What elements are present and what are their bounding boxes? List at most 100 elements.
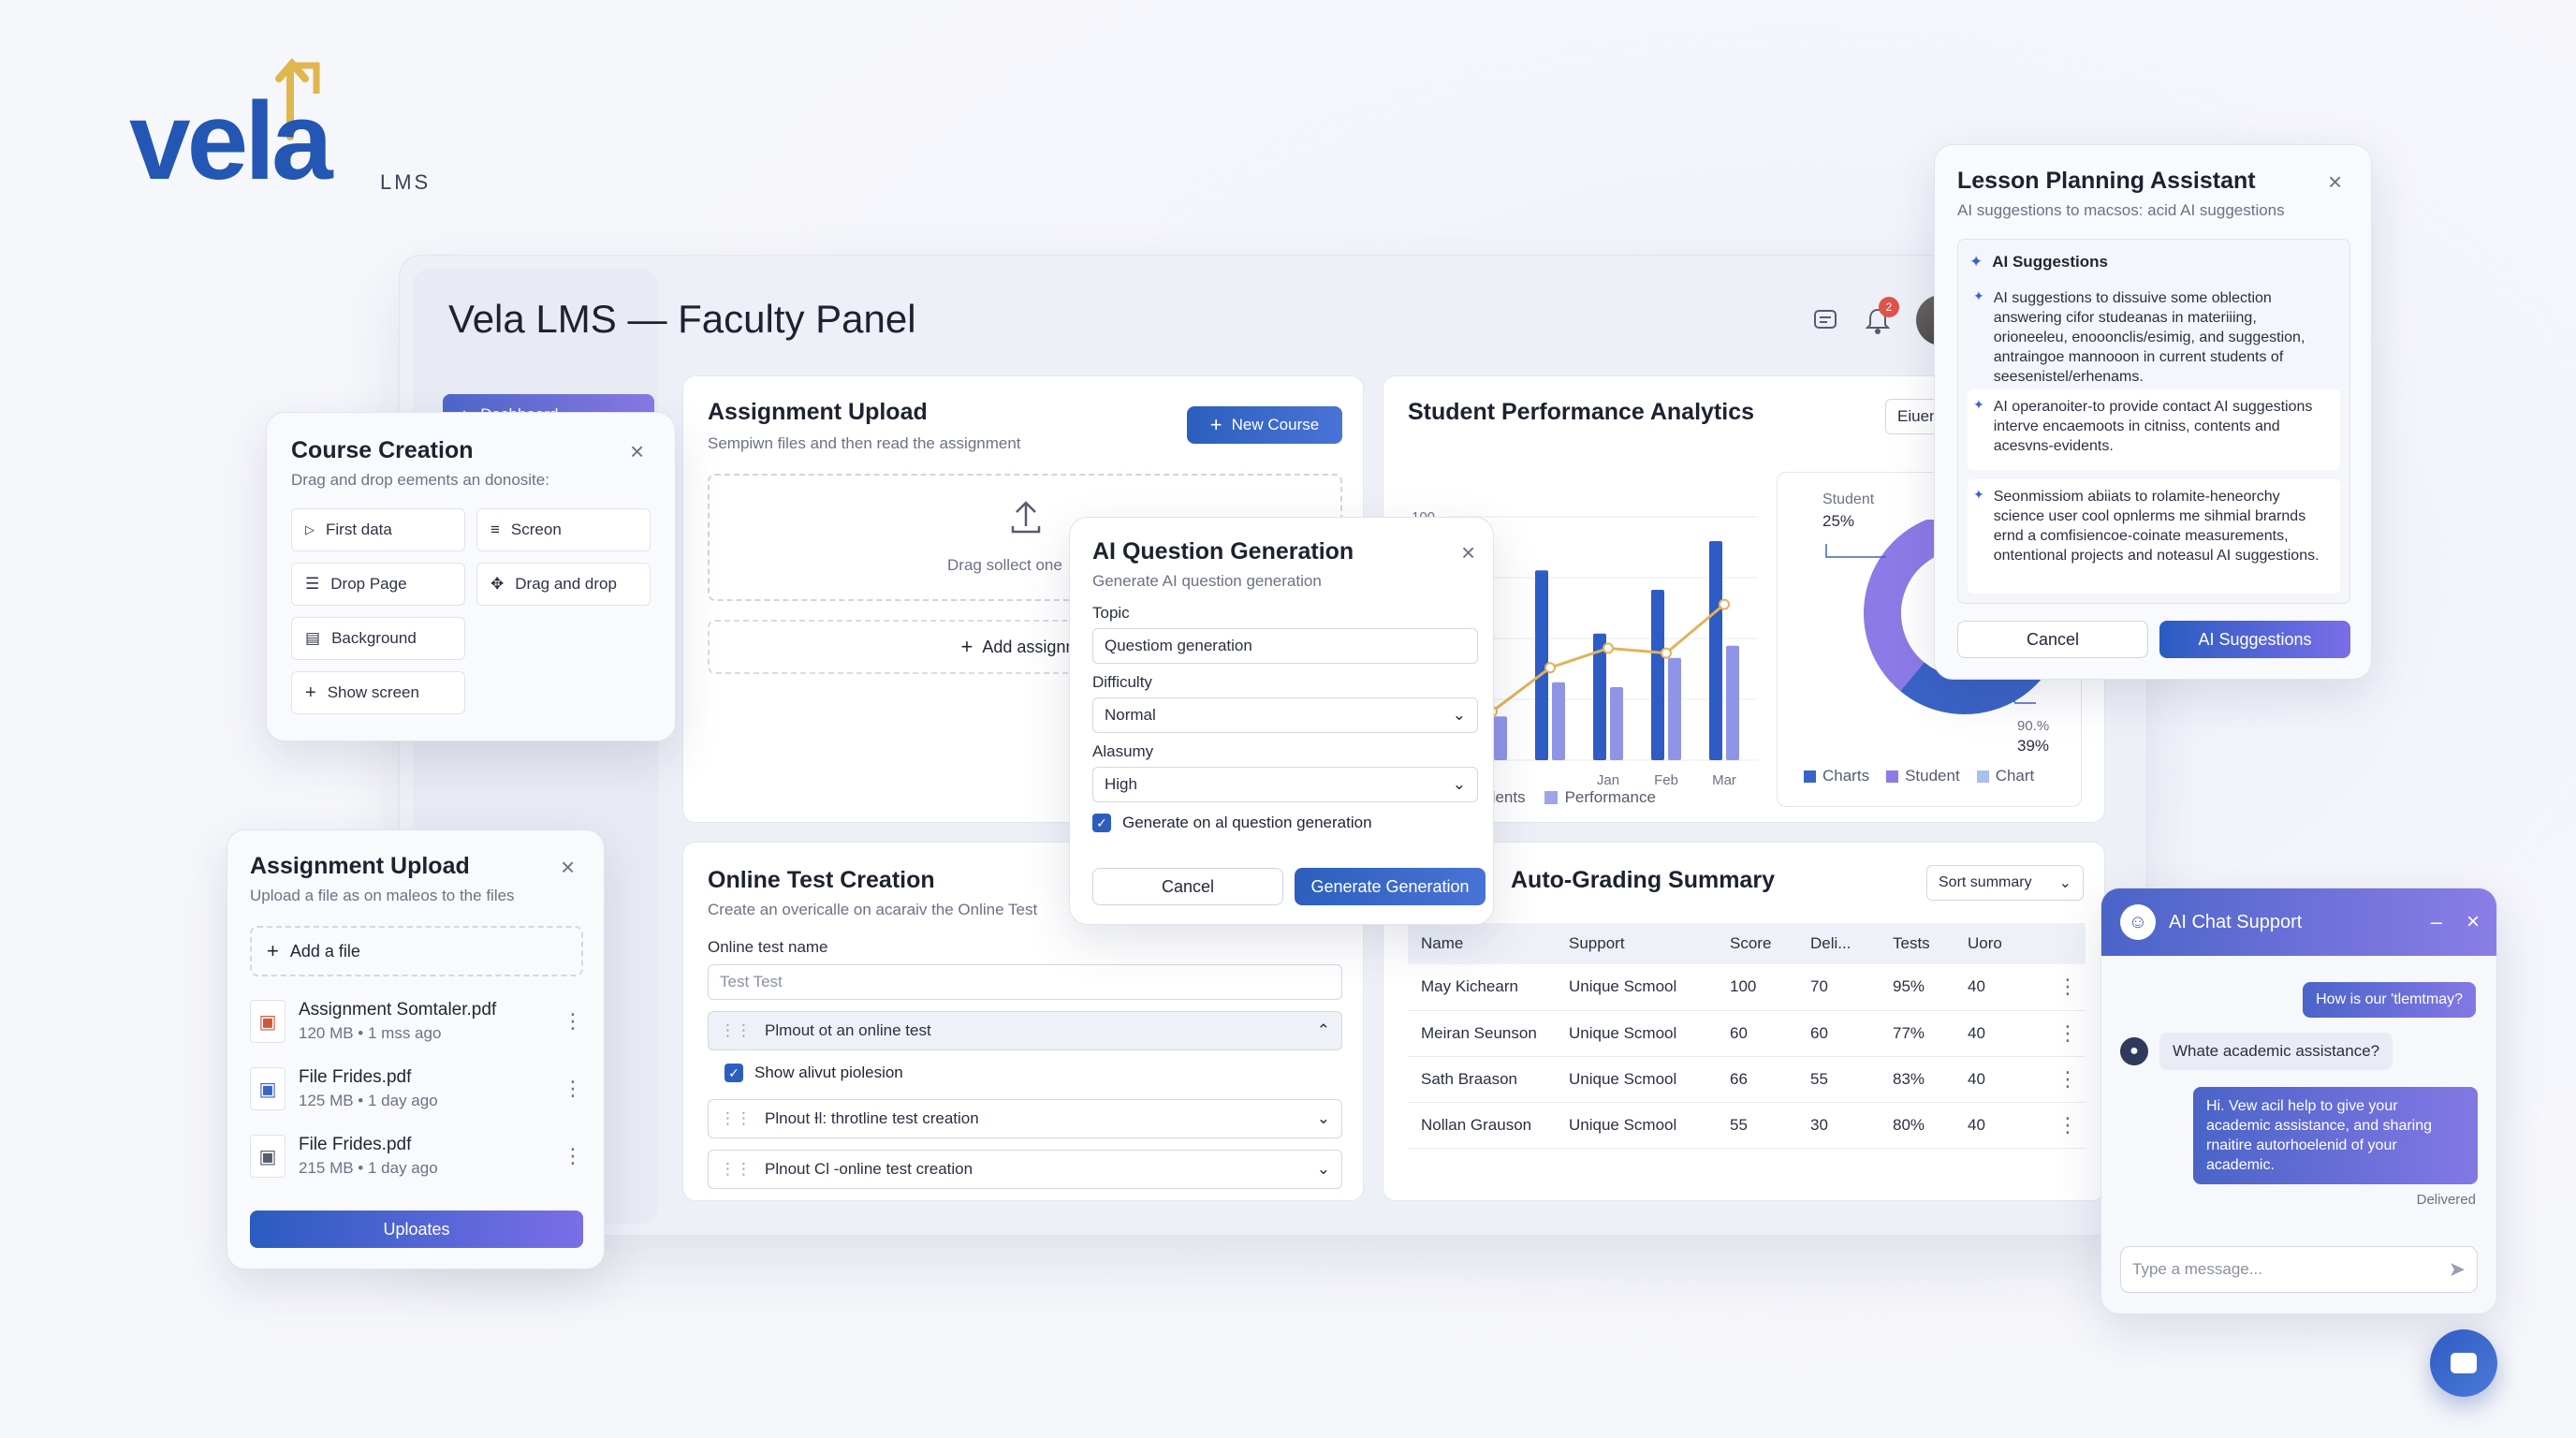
new-course-button[interactable]: + New Course — [1187, 406, 1342, 444]
table-cell: 83% — [1893, 1069, 1925, 1088]
table-row[interactable]: Nollan Grauson Unique Scmool 55 30 80% 40 ⋮ — [1408, 1102, 2086, 1148]
lesson-cancel-button[interactable]: Cancel — [1957, 621, 2148, 658]
col-score[interactable]: Score — [1730, 934, 1772, 952]
close-icon[interactable]: × — [561, 853, 576, 881]
close-icon[interactable]: × — [2466, 909, 2480, 934]
more-vertical-icon[interactable]: ⋮ — [563, 1077, 583, 1100]
table-row[interactable]: Sath Braason Unique Scmool 66 55 83% 40 ⋮ — [1408, 1056, 2086, 1102]
close-icon[interactable]: × — [1461, 538, 1476, 566]
file-item[interactable]: ▣ File Frides.pdf 125 MB • 1 day ago ⋮ — [250, 1059, 583, 1119]
col-support[interactable]: Support — [1569, 934, 1625, 952]
suggestion-item[interactable]: ✦ AI operanoiter-to provide contact AI s… — [1968, 389, 2340, 470]
lesson-subtitle: AI suggestions to macsos: acid AI sugges… — [1957, 201, 2285, 219]
third-select[interactable]: High ⌄ — [1092, 767, 1478, 802]
new-course-label: New Course — [1231, 416, 1320, 433]
suggestion-text: AI operanoiter-to provide contact AI sug… — [1993, 399, 2313, 454]
legend-charts-label: Charts — [1822, 767, 1870, 785]
difficulty-select[interactable]: Normal ⌄ — [1092, 697, 1478, 733]
bar-performance[interactable] — [1552, 682, 1565, 760]
upload-icon — [1011, 501, 1041, 534]
col-deli[interactable]: Deli... — [1810, 934, 1852, 952]
course-creation-panel: Course Creation × Drag and drop eements … — [266, 412, 676, 741]
element-label: Screon — [510, 521, 562, 538]
upload-panel-title: Assignment Upload — [250, 853, 470, 879]
table-row[interactable]: May Kichearn Unique Scmool 100 70 95% 40 ⋮ — [1408, 964, 2086, 1010]
element-first-data[interactable]: ▷ First data — [291, 508, 465, 551]
bar-performance[interactable] — [1494, 716, 1507, 760]
checkbox-checked-icon: ✓ — [1092, 814, 1111, 832]
donut-label-student-pct: 25% — [1822, 512, 1855, 530]
trend-point[interactable] — [1603, 642, 1614, 654]
add-assignment-button[interactable]: + Add assignme — [708, 620, 1342, 674]
file-name: File Frides.pdf — [299, 1135, 412, 1154]
close-icon[interactable]: × — [2328, 168, 2343, 196]
ai-suggestions-button[interactable]: AI Suggestions — [2159, 621, 2350, 658]
col-actions — [2057, 923, 2086, 964]
bar-students[interactable] — [1651, 590, 1664, 760]
element-show-screen[interactable]: + Show screen — [291, 671, 465, 714]
donut-legend: Charts Student Chart — [1804, 767, 2034, 785]
element-screen[interactable]: ≡ Screon — [476, 508, 651, 551]
chat-input[interactable]: Type a message... ➤ — [2120, 1246, 2478, 1293]
user-avatar-icon: ● — [2120, 1037, 2148, 1065]
donut-label-right: 90.% — [2017, 718, 2050, 734]
sort-summary-select[interactable]: Sort summary ⌄ — [1926, 865, 2084, 901]
analytics-title: Student Performance Analytics — [1408, 399, 1755, 425]
suggestion-item[interactable]: ✦ Seonmissiom abiiats to rolamite-heneor… — [1968, 479, 2340, 594]
more-vertical-icon[interactable]: ⋮ — [563, 1009, 583, 1033]
add-assignment-label: Add assignme — [982, 637, 1090, 656]
more-vertical-icon[interactable]: ⋮ — [2057, 975, 2078, 999]
more-vertical-icon[interactable]: ⋮ — [2057, 1112, 2078, 1137]
test-item-3[interactable]: ⋮⋮ Plnout Ɨl: throtline test creation ⌄ — [708, 1099, 1342, 1138]
bell-icon[interactable]: 2 — [1862, 297, 1899, 336]
element-label: First data — [326, 521, 392, 538]
bar-students[interactable] — [1709, 541, 1722, 760]
test-option-checkbox[interactable]: ✓ Show alivut piolesion — [724, 1064, 903, 1082]
brand-name: vela — [129, 80, 333, 203]
test-item-1[interactable]: ⋮⋮ Plmout ot an online test ⌃ — [708, 1011, 1342, 1050]
close-icon[interactable]: × — [630, 437, 645, 465]
cancel-button[interactable]: Cancel — [1092, 868, 1283, 905]
chat-message-bot: ● Whate academic assistance? — [2120, 1033, 2393, 1070]
file-item[interactable]: ▣ File Frides.pdf 215 MB • 1 day ago ⋮ — [250, 1126, 583, 1186]
bar-performance[interactable] — [1668, 657, 1681, 760]
table-cell: Unique Scmool — [1569, 1023, 1677, 1042]
test-item-4[interactable]: ⋮⋮ Plnout Cl -online test creation ⌄ — [708, 1150, 1342, 1189]
bar-performance[interactable] — [1726, 645, 1739, 760]
upload-button[interactable]: Uploates — [250, 1211, 583, 1248]
col-uoro[interactable]: Uoro — [1968, 934, 2002, 952]
suggestion-item[interactable]: ✦ AI suggestions to dissuive some oblect… — [1968, 281, 2340, 385]
trend-point[interactable] — [1719, 598, 1730, 610]
element-background[interactable]: ▤ Background — [291, 617, 465, 660]
file-item[interactable]: ▣ Assignment Somtaler.pdf 120 MB • 1 mss … — [250, 991, 583, 1051]
topic-value: Questiom generation — [1105, 637, 1252, 654]
topic-input[interactable]: Questiom generation — [1092, 628, 1478, 664]
ai-question-modal: AI Question Generation × Generate AI que… — [1069, 517, 1494, 925]
trend-point[interactable] — [1544, 662, 1556, 674]
chat-bubble-icon — [2451, 1353, 2477, 1373]
bar-students[interactable] — [1593, 633, 1606, 760]
trend-point[interactable] — [1661, 647, 1672, 659]
minimize-icon[interactable]: – — [2430, 910, 2442, 933]
col-tests[interactable]: Tests — [1893, 934, 1930, 952]
more-vertical-icon[interactable]: ⋮ — [2057, 1020, 2078, 1045]
assignment-upload-panel: Assignment Upload × Upload a file as on … — [227, 829, 605, 1269]
element-drag-drop[interactable]: ✥ Drag and drop — [476, 563, 651, 606]
card-subtitle: Sempiwn files and then read the assignme… — [708, 434, 1021, 452]
col-name[interactable]: Name — [1421, 934, 1464, 952]
table-row[interactable]: Meiran Seunson Unique Scmool 60 60 77% 40 ⋮ — [1408, 1010, 2086, 1056]
add-file-button[interactable]: + Add a file — [250, 926, 583, 976]
bar-performance[interactable] — [1610, 687, 1623, 760]
chat-launcher-button[interactable] — [2430, 1329, 2497, 1397]
more-vertical-icon[interactable]: ⋮ — [563, 1144, 583, 1167]
course-creation-subtitle: Drag and drop eements an donosite: — [291, 471, 549, 489]
element-label: Show screen — [327, 683, 419, 701]
generate-checkbox[interactable]: ✓ Generate on al question generation — [1092, 814, 1372, 832]
send-icon[interactable]: ➤ — [2448, 1257, 2466, 1281]
test-name-input[interactable]: Test Test — [708, 964, 1342, 1000]
generate-button[interactable]: Generate Generation — [1295, 868, 1486, 905]
element-drop-page[interactable]: ☰ Drop Page — [291, 563, 465, 606]
more-vertical-icon[interactable]: ⋮ — [2057, 1066, 2078, 1091]
bar-students[interactable] — [1535, 570, 1548, 760]
chat-icon[interactable] — [1811, 306, 1839, 334]
